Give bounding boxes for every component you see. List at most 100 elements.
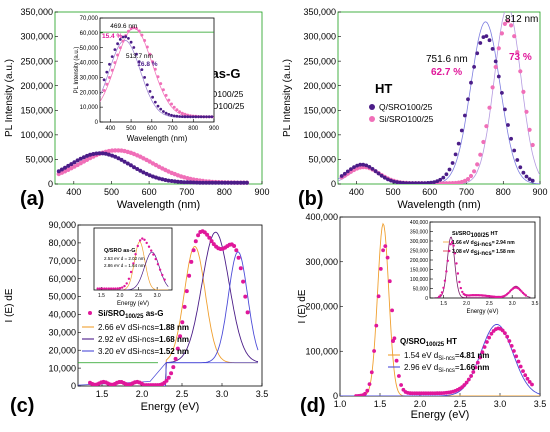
series-b-si-point <box>524 109 529 114</box>
series-q-point <box>106 152 111 157</box>
a-inset-xlabel: Wavelength (nm) <box>127 134 188 143</box>
legend-b-marker-si <box>369 116 372 122</box>
legend-d-marker <box>391 339 395 343</box>
series-b-q-point <box>469 80 473 85</box>
inset-c-point <box>154 257 157 261</box>
legend-c-title: Si/SRO100/25 as-G <box>98 309 164 320</box>
legend-c-entry: 3.20 eV dSi-ncs=1.52 nm <box>98 347 189 356</box>
series-c-point <box>241 279 246 284</box>
inset-c-point <box>132 262 135 265</box>
legend-label-q: Q/SRO100/25 <box>190 89 244 99</box>
series-b-q-point <box>401 181 406 184</box>
series-q-point <box>154 175 158 180</box>
inset-a-point-q <box>124 35 128 39</box>
series-b-si-point <box>348 169 353 174</box>
series-q-point <box>128 163 133 168</box>
series-b-si-point <box>453 180 458 184</box>
a-inset-xtick-label: 800 <box>188 126 199 132</box>
d-inset-xlabel: Energy (eV) <box>466 309 498 315</box>
series-b-si-point <box>487 105 492 110</box>
series-q-point <box>85 153 89 158</box>
inset-a-point-si <box>175 108 179 112</box>
series-q-point <box>235 180 240 185</box>
inset-d-point <box>520 290 523 293</box>
series-c-point <box>175 346 180 351</box>
series-q-point <box>197 180 202 185</box>
inset-a-point-q <box>108 62 111 66</box>
series-q-point <box>88 152 93 157</box>
a-ylabel: PL Intensity (a.u.) <box>4 59 15 137</box>
series-q-point <box>91 152 96 156</box>
inset-a-point-q <box>210 115 214 119</box>
inset-a-point-si <box>153 67 157 71</box>
series-b-q-point <box>410 181 415 184</box>
inset-c-point <box>158 268 162 271</box>
series-b-q-point <box>367 165 372 169</box>
c-inset-xtick-label: 2.0 <box>117 293 124 299</box>
fit-b-q <box>338 21 540 184</box>
legend-c-entry: 2.92 eV dSi-ncs=1.68 nm <box>98 335 189 344</box>
c-inset-frame <box>93 227 173 291</box>
inset-a-point-si <box>148 52 152 56</box>
series-b-q-point <box>478 41 483 45</box>
series-b-q-point <box>521 170 526 175</box>
legend-b-marker-q <box>369 104 372 110</box>
inset-a-point-q <box>162 110 165 113</box>
inset-a-bg <box>100 18 214 122</box>
d-ytick-label: 400,000 <box>305 212 338 222</box>
a-inset-xtick-label: 400 <box>105 126 116 132</box>
inset-a-point-q <box>118 38 122 41</box>
series-q-point <box>223 180 227 185</box>
inset-a-point-si <box>161 88 165 92</box>
series-b-q-point <box>515 158 520 162</box>
series-q-point <box>232 180 237 185</box>
series-b-q-point <box>453 152 458 157</box>
series-b-q-point <box>527 177 532 182</box>
series-b-q-point <box>506 123 510 127</box>
c-inset-xlabel: Energy (eV) <box>117 301 149 307</box>
series-d-point <box>475 360 480 365</box>
a-inset-xtick-label: 600 <box>147 126 158 132</box>
series-d-point <box>482 345 487 349</box>
series-b-q-point <box>358 162 363 167</box>
series-b-q-point <box>349 167 353 172</box>
c-xtick-label: 1.5 <box>96 389 109 399</box>
series-q-point <box>191 180 196 185</box>
series-b-q-point <box>379 173 384 178</box>
series-d-point <box>514 354 519 359</box>
inset-a-point-si <box>118 46 122 50</box>
series-b-q-point <box>382 175 387 180</box>
inset-a-point-q <box>170 113 173 117</box>
series-b-q-point <box>450 161 455 165</box>
b-ytick-label: 200,000 <box>303 81 336 91</box>
inset-a-pct-q: 15.4 % <box>102 33 122 40</box>
series-q-point <box>185 180 190 185</box>
inset-d-legend-entry: 3.08 eV dSi-ncs= 1.58 nm <box>452 249 515 257</box>
series-q-point <box>229 180 234 185</box>
series-c-point <box>209 239 214 244</box>
inset-a-point-si <box>140 33 144 37</box>
legend-d-entry: 2.96 eV dSi-ncs=1.66 nm <box>404 363 489 374</box>
inset-c-point <box>161 273 164 277</box>
series-b-si-point <box>456 180 461 184</box>
series-b-q-point <box>352 165 356 170</box>
series-c-point <box>193 239 198 244</box>
series-q-point <box>56 169 61 174</box>
series-b-q-point <box>444 172 449 177</box>
series-b-q-point <box>407 181 412 184</box>
inset-a-point-q <box>126 37 130 40</box>
inset-c-point <box>103 287 106 290</box>
inset-c-point <box>114 287 117 290</box>
inset-a-point-q <box>207 115 211 119</box>
series-d-point <box>521 369 525 373</box>
series-d-point <box>516 359 521 364</box>
d-inset-xtick-label: 1.5 <box>440 301 447 307</box>
series-b-si-point <box>502 21 507 26</box>
inset-d-point <box>452 244 455 247</box>
series-b-q-point <box>386 177 390 182</box>
c-inset-xtick-label: 1.5 <box>98 293 105 299</box>
a-inset-ylabel: PL Intensity (a.u.) <box>74 47 80 94</box>
legend-d-title: Q/SRO100/25 HT <box>400 337 457 348</box>
series-b-si-point <box>478 152 483 157</box>
series-c-point <box>184 289 189 294</box>
